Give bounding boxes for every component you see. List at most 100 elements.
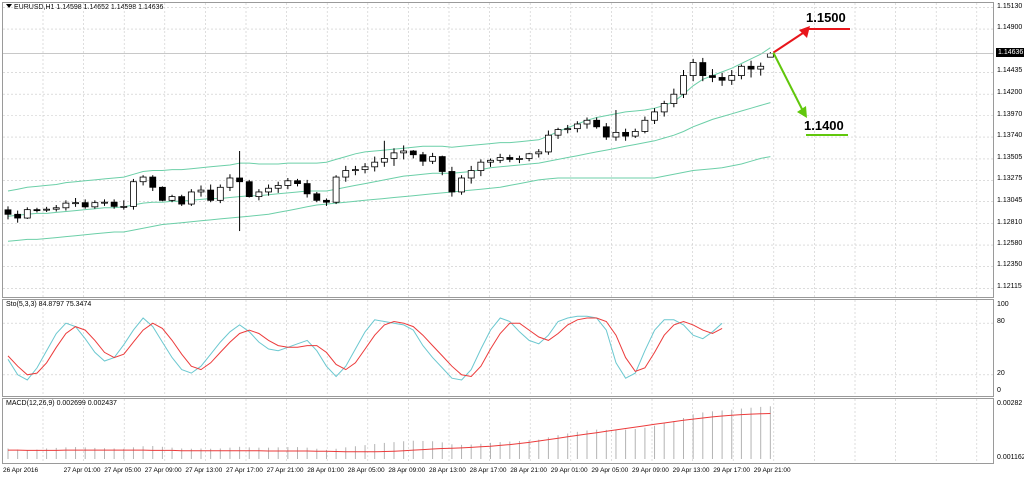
bearish-candle	[699, 62, 707, 77]
time-tick-label: 28 Apr 17:00	[469, 467, 507, 474]
bullish-candle	[265, 187, 272, 193]
bullish-candle	[52, 207, 60, 210]
bearish-candle	[4, 209, 12, 215]
price-chart-panel[interactable]: EURUSD,H1 1.14598 1.14652 1.14598 1.1463…	[2, 2, 994, 298]
stochastic-panel[interactable]: Sto(5,3,3) 84.8797 75.3474	[2, 299, 994, 397]
bearish-candle	[419, 154, 427, 162]
bullish-candle	[651, 111, 658, 121]
price-tick-label: 1.14900	[997, 24, 1023, 32]
macd-title: MACD(12,26,9) 0.002699 0.002437	[6, 400, 117, 407]
bullish-candle	[564, 128, 572, 131]
price-axis[interactable]: 1.15130 1.14900 1.14435 1.14200 1.13970 1.137…	[994, 2, 1024, 298]
bullish-candle	[216, 186, 224, 201]
stochastic-tick-label: 20	[997, 369, 1005, 377]
bollinger-lower-band	[7, 156, 771, 242]
bullish-candle	[390, 152, 398, 159]
bullish-candle	[62, 202, 70, 209]
price-tick-label: 1.12350	[997, 261, 1023, 269]
bullish-candle	[429, 156, 437, 162]
stochastic-svg	[3, 300, 993, 396]
bearish-candle	[313, 193, 321, 201]
bearish-candle	[294, 180, 301, 184]
stochastic-tick-label: 100	[997, 301, 1009, 308]
macd-axis: 0.00282 0.001162	[994, 398, 1024, 464]
time-tick-label: 27 Apr 05:00	[104, 467, 142, 474]
bullish-candle	[516, 158, 523, 160]
bearish-candle	[593, 119, 601, 128]
macd-tick-label: 0.001162	[997, 454, 1024, 461]
price-tick-label: 1.13045	[997, 196, 1023, 204]
macd-svg	[7, 399, 978, 463]
bullish-candle	[72, 202, 79, 205]
target-up-label: 1.1500	[806, 10, 846, 25]
bearish-candle	[718, 77, 726, 81]
bullish-candle	[226, 177, 234, 188]
bearish-candle	[506, 157, 514, 160]
bullish-candle	[496, 157, 504, 161]
bearish-candle	[303, 183, 311, 195]
bullish-candle	[130, 181, 137, 207]
bullish-candle	[738, 65, 745, 77]
time-tick-label: 27 Apr 13:00	[185, 467, 223, 474]
time-tick-label: 27 Apr 09:00	[144, 467, 182, 474]
time-tick-label: 28 Apr 13:00	[429, 467, 466, 474]
price-tick-label: 1.12810	[997, 218, 1023, 226]
time-tick-label: 29 Apr 05:00	[591, 467, 629, 474]
bearish-candle	[245, 181, 253, 198]
bearish-candle	[747, 65, 755, 70]
bearish-candle	[236, 177, 244, 183]
bullish-candle	[101, 201, 108, 204]
bullish-candle	[332, 176, 340, 203]
bullish-candle	[631, 131, 639, 137]
stochastic-tick-label: 80	[997, 318, 1005, 326]
bearish-candle	[14, 213, 22, 219]
bullish-candle	[255, 191, 263, 198]
price-tick-label: 1.13740	[997, 132, 1023, 140]
bullish-candle	[91, 202, 99, 208]
bullish-candle	[43, 208, 50, 211]
stochastic-axis: 100 80 20 0	[994, 299, 1024, 397]
bearish-candle	[33, 209, 41, 212]
time-tick-label: 29 Apr 13:00	[672, 467, 710, 474]
bearish-candle	[178, 196, 186, 205]
bullish-candle	[583, 119, 591, 125]
bullish-candle	[351, 169, 359, 172]
bearish-candle	[622, 131, 629, 137]
bullish-candle	[197, 189, 205, 193]
bullish-candle	[641, 119, 649, 132]
time-tick-label: 29 Apr 09:00	[632, 467, 669, 474]
bullish-candle	[139, 176, 147, 183]
bullish-candle	[660, 103, 668, 113]
macd-signal-line	[8, 413, 771, 453]
dropdown-triangle-icon[interactable]	[6, 4, 12, 8]
stochastic-main-line	[7, 315, 723, 381]
macd-tick-label: 0.00282	[997, 400, 1023, 407]
time-tick-label: 29 Apr 21:00	[753, 467, 791, 474]
bullish-candle	[274, 185, 282, 189]
time-tick-label: 28 Apr 09:00	[388, 467, 426, 474]
stochastic-title: Sto(5,3,3) 84.8797 75.3474	[6, 301, 92, 308]
bearish-candle	[158, 186, 166, 201]
stochastic-signal-line	[7, 317, 723, 378]
bullish-candle	[23, 209, 31, 219]
bullish-candle	[187, 191, 195, 205]
bearish-candle	[409, 150, 417, 156]
bullish-candle	[728, 75, 736, 81]
bullish-candle	[757, 65, 765, 70]
time-tick-label: 29 Apr 17:00	[713, 467, 751, 474]
time-tick-label: 28 Apr 01:00	[307, 467, 345, 474]
bullish-candle	[371, 161, 379, 168]
bullish-candle	[168, 196, 176, 201]
bearish-candle	[448, 171, 456, 193]
time-tick-label: 27 Apr 17:00	[226, 467, 263, 474]
time-tick-label: 26 Apr 2016	[3, 467, 39, 474]
bearish-candle	[709, 75, 716, 78]
current-price-label: 1.14636	[996, 47, 1024, 57]
price-tick-label: 1.12115	[997, 283, 1022, 291]
bullish-candle	[361, 166, 369, 171]
macd-panel[interactable]: MACD(12,26,9) 0.002699 0.002437	[2, 398, 994, 464]
bullish-candle	[545, 134, 552, 153]
bullish-candle	[284, 180, 292, 186]
bullish-candle	[554, 129, 562, 136]
